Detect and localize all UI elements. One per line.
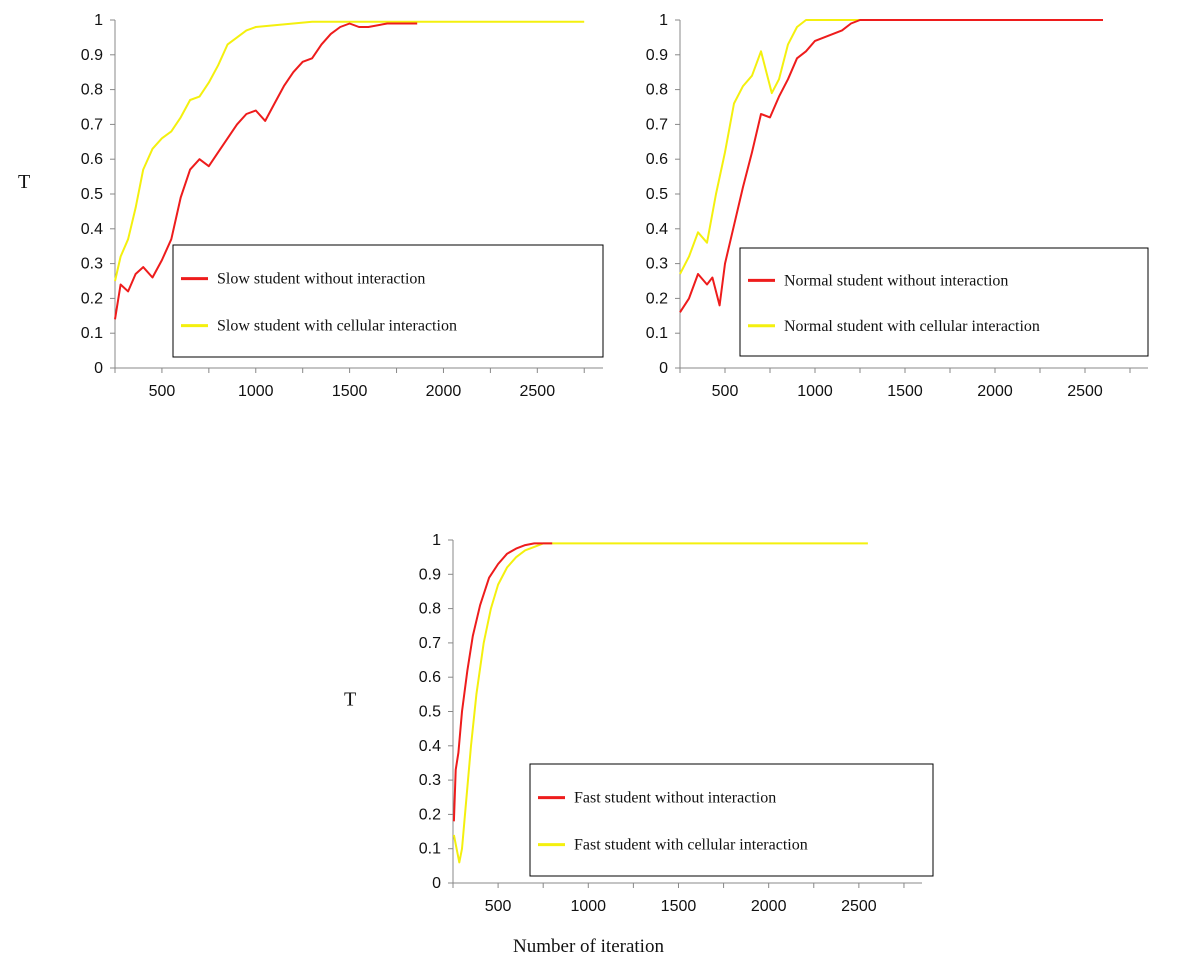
x-tick-label: 2000 bbox=[426, 383, 462, 400]
x-tick-label: 500 bbox=[712, 383, 739, 400]
y-tick-label: 0.7 bbox=[646, 116, 668, 133]
x-tick-label: 500 bbox=[485, 898, 512, 915]
y-tick-label: 0.5 bbox=[419, 704, 441, 721]
y-tick-label: 0.3 bbox=[646, 256, 668, 273]
y-tick-label: 0.3 bbox=[81, 256, 103, 273]
y-tick-label: 0.6 bbox=[81, 151, 103, 168]
x-tick-label: 1000 bbox=[797, 383, 833, 400]
y-tick-label: 0.7 bbox=[81, 116, 103, 133]
y-tick-label: 0.3 bbox=[419, 772, 441, 789]
x-tick-label: 500 bbox=[149, 383, 176, 400]
legend-label: Slow student without interaction bbox=[217, 271, 425, 288]
y-tick-label: 0.1 bbox=[419, 841, 441, 858]
legend-label: Slow student with cellular interaction bbox=[217, 318, 457, 335]
x-tick-label: 1500 bbox=[661, 898, 697, 915]
y-tick-label: 0 bbox=[432, 875, 441, 892]
y-tick-label: 0 bbox=[659, 360, 668, 377]
y-tick-label: 0.4 bbox=[419, 738, 441, 755]
series-line-with-interaction bbox=[114, 20, 585, 282]
y-tick-label: 0.6 bbox=[646, 151, 668, 168]
x-tick-label: 1000 bbox=[570, 898, 606, 915]
y-tick-label: 0.8 bbox=[419, 601, 441, 618]
legend-box bbox=[739, 247, 1149, 357]
x-tick-label: 2500 bbox=[520, 383, 556, 400]
x-tick-label: 2500 bbox=[841, 898, 877, 915]
legend-label: Fast student without interaction bbox=[574, 790, 776, 807]
x-tick-label: 2000 bbox=[751, 898, 787, 915]
x-tick-label: 2000 bbox=[977, 383, 1013, 400]
y-tick-label: 0.1 bbox=[646, 325, 668, 342]
y-tick-label: 0.8 bbox=[646, 82, 668, 99]
y-tick-label: 1 bbox=[94, 12, 103, 29]
x-tick-label: 1500 bbox=[332, 383, 368, 400]
series-line-without-interaction bbox=[452, 542, 553, 822]
x-tick-label: 1000 bbox=[238, 383, 274, 400]
series-line-with-interaction bbox=[452, 542, 868, 864]
legend-label: Normal student with cellular interaction bbox=[784, 318, 1040, 335]
y-tick-label: 0 bbox=[94, 360, 103, 377]
x-tick-label: 1500 bbox=[887, 383, 923, 400]
y-tick-label: 0.9 bbox=[646, 47, 668, 64]
legend-box bbox=[529, 763, 934, 877]
y-axis-label: T bbox=[18, 171, 30, 193]
legend-box bbox=[172, 244, 604, 358]
legend: Fast student without interaction Fast stu… bbox=[529, 763, 934, 877]
y-tick-label: 0.9 bbox=[81, 47, 103, 64]
series-line-without-interaction bbox=[679, 19, 1103, 313]
legend: Normal student without interaction Normal… bbox=[739, 247, 1149, 357]
legend-label: Normal student without interaction bbox=[784, 272, 1008, 289]
x-tick-label: 2500 bbox=[1067, 383, 1103, 400]
y-tick-label: 1 bbox=[432, 532, 441, 549]
y-axis-label: T bbox=[344, 689, 356, 711]
y-tick-label: 0.8 bbox=[81, 82, 103, 99]
series-line-without-interaction bbox=[114, 22, 418, 320]
y-tick-label: 0.1 bbox=[81, 325, 103, 342]
legend: Slow student without interaction Slow stu… bbox=[172, 244, 604, 358]
legend-label: Fast student with cellular interaction bbox=[574, 837, 808, 854]
y-tick-label: 0.2 bbox=[646, 290, 668, 307]
y-tick-label: 1 bbox=[659, 12, 668, 29]
series-line-with-interaction bbox=[679, 19, 1103, 275]
y-tick-label: 0.2 bbox=[81, 290, 103, 307]
y-tick-label: 0.5 bbox=[646, 186, 668, 203]
y-tick-label: 0.9 bbox=[419, 566, 441, 583]
y-tick-label: 0.6 bbox=[419, 669, 441, 686]
x-axis-title: Number of iteration bbox=[513, 936, 664, 957]
y-tick-label: 0.7 bbox=[419, 635, 441, 652]
y-tick-label: 0.5 bbox=[81, 186, 103, 203]
y-tick-label: 0.4 bbox=[646, 221, 668, 238]
y-tick-label: 0.4 bbox=[81, 221, 103, 238]
y-tick-label: 0.2 bbox=[419, 806, 441, 823]
